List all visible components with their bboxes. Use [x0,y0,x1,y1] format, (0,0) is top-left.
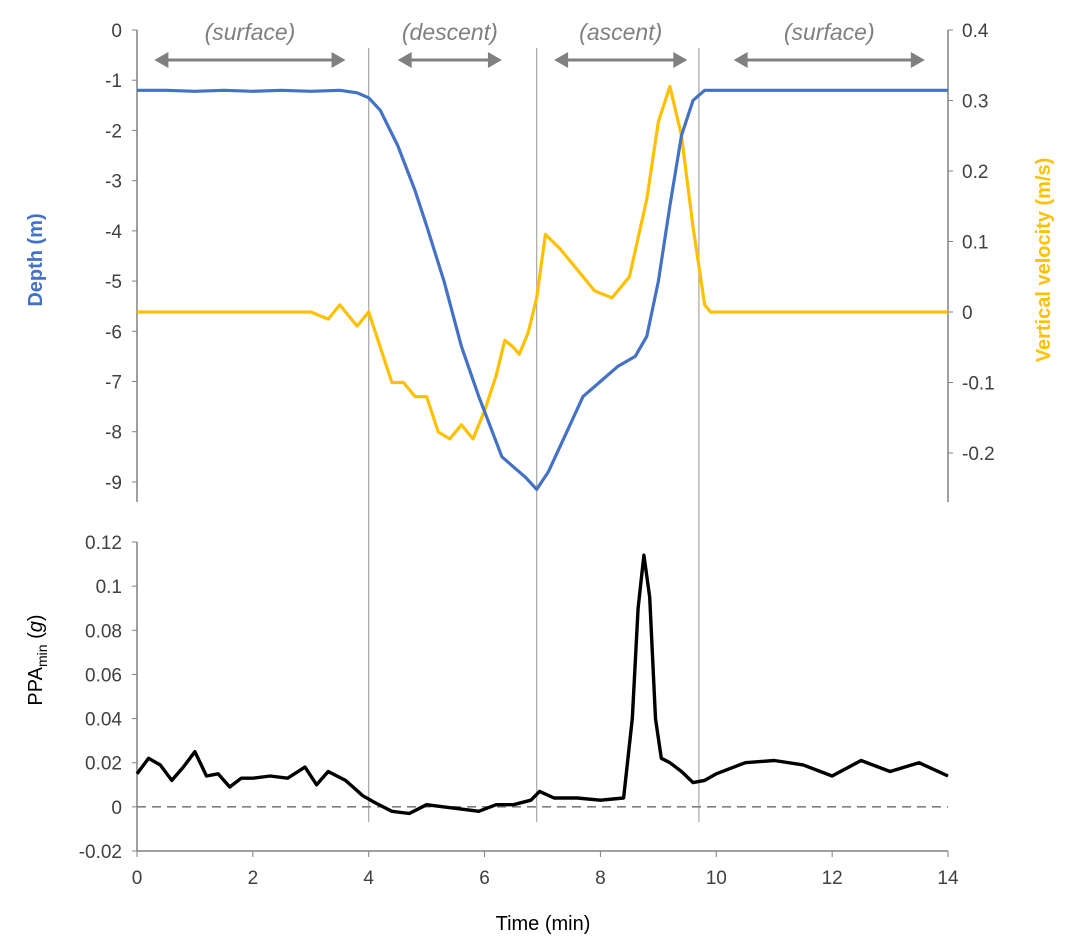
phase-arrow-head-right [487,52,502,68]
velocity-tick-label: 0.1 [962,233,988,254]
depth-tick-label: 0 [111,21,122,42]
series [135,84,949,816]
velocity-tick-label: 0.4 [962,21,989,42]
depth-tick-label: -7 [105,372,122,393]
depth-axis-title: Depth (m) [25,213,47,306]
time-tick-label: 14 [937,868,959,889]
ppa-tick-label: -0.02 [79,842,122,863]
phase-arrow-head-right [910,52,925,68]
time-tick-label: 2 [248,868,259,889]
depth-tick-label: -1 [105,71,122,92]
depth-tick-label: -5 [105,272,122,293]
phase-arrow-head-right [673,52,688,68]
time-tick-label: 6 [479,868,490,889]
phase-arrow-head-left [397,52,412,68]
phase-label: (ascent) [579,19,662,45]
depth-tick-label: -6 [105,322,122,343]
phase-label: (surface) [205,19,296,45]
ppa-tick-label: 0.1 [96,577,122,598]
phase-label: (descent) [402,19,498,45]
time-tick-label: 8 [595,868,606,889]
depth-tick-label: -2 [105,121,122,142]
ppa-axis-title-open: ( [25,632,47,645]
ppa-axis-title-sub: min [34,644,50,667]
ticks: 0 -1 -2 -3 -4 -5 -6 -7 -8 -9 0.4 0.3 0.2 0.1 0 -0.1 -0.2… [79,21,995,889]
time-tick-label: 12 [822,868,843,889]
phase-boundaries [368,48,700,822]
ppa-tick-label: 0.12 [85,533,122,554]
velocity-tick-label: 0 [962,303,973,324]
velocity-line [137,84,948,441]
depth-tick-label: -8 [105,423,122,444]
phase-arrow-head-left [554,52,569,68]
phase-arrow-head-left [154,52,169,68]
velocity-tick-label: 0.2 [962,162,988,183]
ppa-line [135,553,949,816]
velocity-tick-label: -0.2 [962,444,995,465]
ppa-axis-title-main: PPA [25,666,47,705]
time-tick-label: 10 [706,868,727,889]
phase-arrow-head-left [733,52,748,68]
ppa-tick-label: 0.06 [85,665,122,686]
ppa-axis-title-close: ) [25,614,47,621]
ppa-tick-label: 0.02 [85,754,122,775]
time-axis-title: Time (min) [496,913,591,935]
velocity-tick-label: -0.1 [962,374,995,395]
ppa-axis-title-unit: g [25,621,47,632]
depth-tick-label: -4 [105,222,122,243]
ppa-tick-label: 0.08 [85,621,122,642]
depth-line [137,88,948,491]
time-tick-label: 0 [132,868,143,889]
phase-label: (surface) [784,19,875,45]
ppa-tick-label: 0 [111,798,122,819]
ppa-axis-title: PPAmin (g) [25,614,50,705]
depth-tick-label: -9 [105,473,122,494]
velocity-tick-label: 0.3 [962,92,988,113]
ppa-tick-label: 0.04 [85,710,122,731]
time-tick-label: 4 [363,868,374,889]
phase-arrow-head-right [331,52,346,68]
phase-labels: (surface) (descent) (ascent) (surface) [154,19,925,68]
axes [136,30,949,852]
depth-tick-label: -3 [105,172,122,193]
velocity-axis-title: Vertical velocity (m/s) [1033,158,1055,363]
